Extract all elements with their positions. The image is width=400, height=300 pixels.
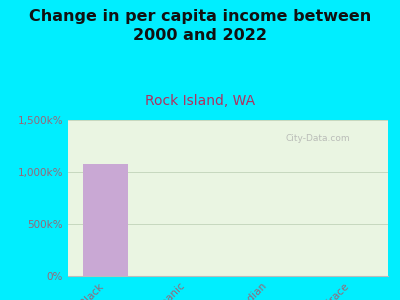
Bar [82,164,128,276]
Text: Change in per capita income between
2000 and 2022: Change in per capita income between 2000… [29,9,371,43]
Text: Rock Island, WA: Rock Island, WA [145,94,255,109]
Text: City-Data.com: City-Data.com [286,134,350,143]
